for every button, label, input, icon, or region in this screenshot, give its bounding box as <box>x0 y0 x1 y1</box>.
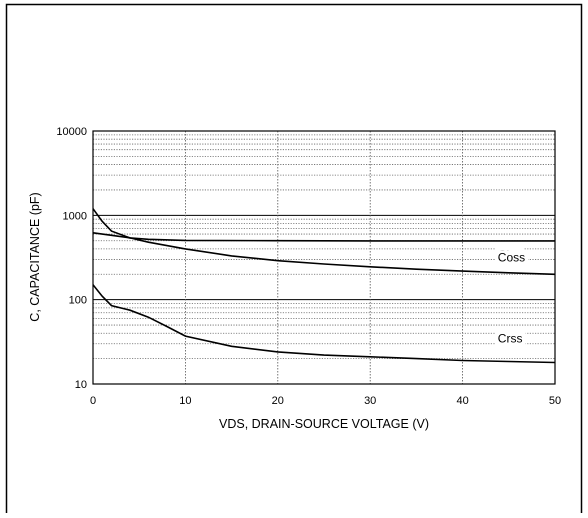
x-tick-label: 50 <box>549 395 561 407</box>
series-label-bg <box>495 331 526 346</box>
x-tick-label: 0 <box>90 395 96 407</box>
x-tick-label: 40 <box>456 395 468 407</box>
plot-area-border <box>92 130 556 385</box>
series-labels: CissCossCrss <box>495 248 529 346</box>
y-tick-label: 10 <box>75 379 87 391</box>
x-tick-labels: 0 10 20 30 40 50 <box>90 395 561 407</box>
series-label-bg <box>495 250 529 265</box>
series-label-crss: Crss <box>498 331 523 345</box>
y-axis-label: C, CAPACITANCE (pF) <box>28 192 42 321</box>
x-axis-label: VDS, DRAIN-SOURCE VOLTAGE (V) <box>219 417 429 431</box>
plot-frame <box>92 130 556 385</box>
y-tick-label: 10000 <box>56 126 87 138</box>
figure-border <box>5 3 583 518</box>
x-tick-label: 30 <box>364 395 376 407</box>
y-tick-label: 100 <box>69 295 87 307</box>
x-tick-label: 10 <box>179 395 191 407</box>
y-tick-labels: 10 100 1000 10000 <box>56 126 87 391</box>
series-line-coss <box>92 232 556 276</box>
series-label-coss: Coss <box>498 251 525 265</box>
x-tick-label: 20 <box>272 395 284 407</box>
grid <box>93 131 555 384</box>
series-line-ciss <box>92 208 555 242</box>
y-tick-label: 1000 <box>63 210 87 222</box>
series-line-crss <box>92 284 556 364</box>
series-lines <box>92 208 556 364</box>
